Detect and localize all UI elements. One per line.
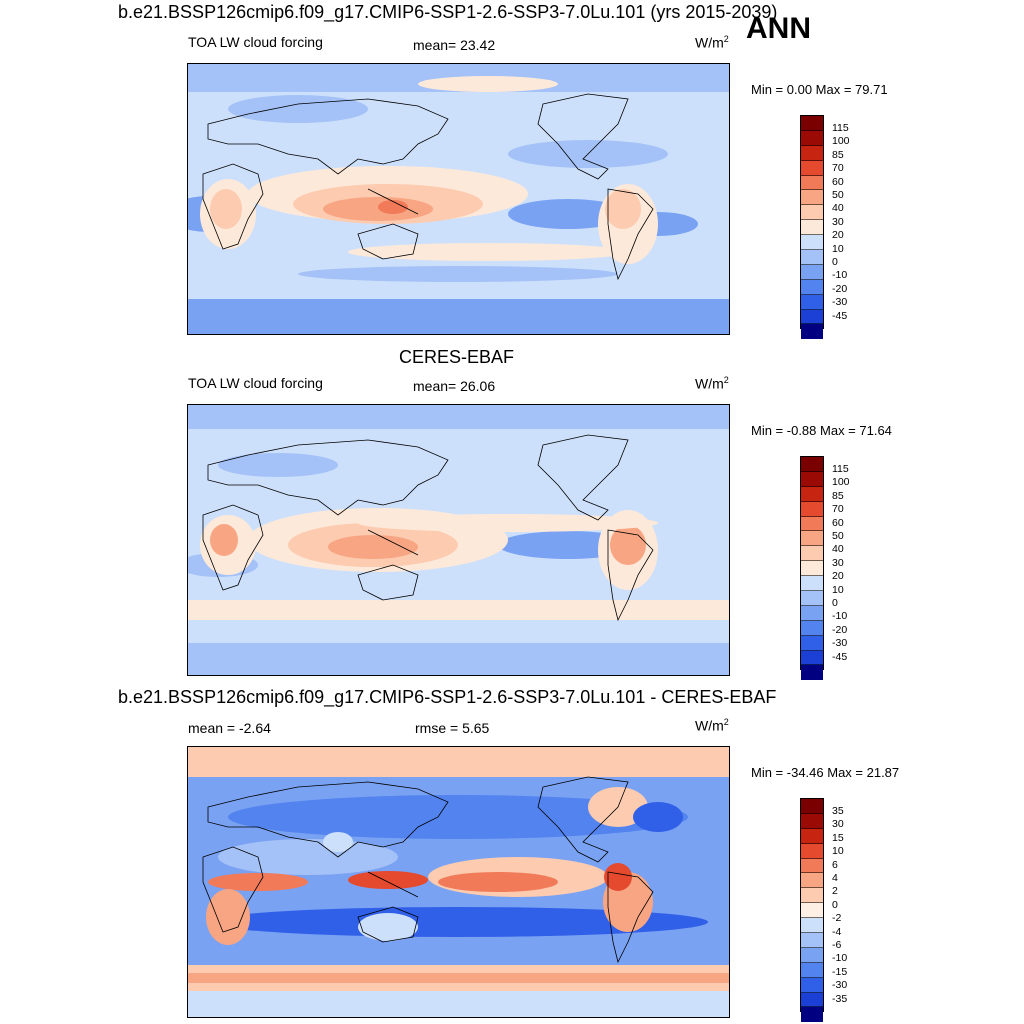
panel3-units-label: W/m2 [695,717,729,734]
colorbar-tick-label: -4 [832,925,842,938]
panel1-units-label: W/m2 [695,34,729,51]
colorbar-tick-label: 50 [832,530,844,542]
panel3-colorbar [800,798,824,1023]
colorbar-tick-label: 100 [832,135,850,148]
panel2-mean-label: mean= 26.06 [413,378,496,394]
colorbar-tick-label: 0 [832,256,838,268]
figure-title: b.e21.BSSP126cmip6.f09_g17.CMIP6-SSP1-2.… [118,2,778,22]
panel1-colorbar [800,115,824,340]
panel1-map [168,63,730,335]
colorbar-tick-label: 0 [832,597,838,609]
colorbar-tick-label: 115 [832,122,849,134]
colorbar-tick-label: 50 [832,189,844,201]
panel2-map [178,404,730,676]
colorbar-tick-label: -45 [832,309,848,322]
panel3-map [187,746,730,1018]
colorbar-tick-label: 30 [832,556,844,569]
panel3-minmax-label: Min = -34.46 Max = 21.87 [751,765,900,780]
colorbar-tick-label: 6 [832,858,838,871]
colorbar-tick-label: 85 [832,148,844,161]
colorbar-tick-label: -20 [832,282,848,295]
panel2-units-label: W/m2 [695,375,729,392]
panel3-rmse-label: rmse = 5.65 [415,720,490,736]
colorbar-tick-label: 60 [832,516,844,529]
season-label: ANN [746,12,811,45]
colorbar-tick-label: 35 [832,805,844,817]
colorbar-tick-label: -10 [832,269,848,282]
colorbar-tick-label: -6 [832,939,842,951]
panel1-minmax-label: Min = 0.00 Max = 79.71 [751,82,888,97]
colorbar-tick-label: 10 [832,845,844,858]
panel2-colorbar [800,456,824,681]
colorbar-tick-label: -30 [832,637,848,650]
colorbar-tick-label: 60 [832,175,844,188]
colorbar-tick-label: 40 [832,202,844,215]
colorbar-tick-label: 4 [832,872,838,884]
colorbar-tick-label: -10 [832,952,848,965]
panel3-mean-label: mean = -2.64 [188,720,271,736]
colorbar-tick-label: -30 [832,979,848,992]
colorbar-tick-label: 40 [832,543,844,556]
colorbar-tick-label: 70 [832,162,844,175]
colorbar-tick-label: 10 [832,583,844,596]
colorbar-tick-label: 85 [832,489,844,502]
colorbar-tick-label: 20 [832,229,844,242]
panel3-title: b.e21.BSSP126cmip6.f09_g17.CMIP6-SSP1-2.… [118,687,777,707]
panel2-minmax-label: Min = -0.88 Max = 71.64 [751,423,892,438]
colorbar-tick-label: -15 [832,965,848,978]
panel1-variable-label: TOA LW cloud forcing [188,34,323,50]
colorbar-tick-label: 70 [832,503,844,516]
colorbar-tick-label: 15 [832,831,844,844]
panel2-variable-label: TOA LW cloud forcing [188,375,323,391]
colorbar-tick-label: -30 [832,296,848,309]
colorbar-tick-label: 10 [832,242,844,255]
colorbar-tick-label: 0 [832,898,838,911]
colorbar-tick-label: 2 [832,885,838,898]
panel1-mean-label: mean= 23.42 [413,37,496,53]
colorbar-tick-label: -20 [832,623,848,636]
panel1-map-field [168,64,729,334]
colorbar-tick-label: -45 [832,650,848,663]
colorbar-tick-label: 30 [832,215,844,228]
panel3-map-field [188,747,729,1017]
colorbar-tick-label: -2 [832,912,842,925]
colorbar-tick-label: 20 [832,570,844,583]
colorbar-tick-label: -35 [832,992,848,1005]
colorbar-tick-label: -10 [832,610,848,623]
colorbar-tick-label: 115 [832,463,849,475]
colorbar-tick-label: 30 [832,818,844,831]
panel2-map-field [178,405,729,675]
colorbar-tick-label: 100 [832,476,850,489]
panel2-title: CERES-EBAF [399,347,515,367]
